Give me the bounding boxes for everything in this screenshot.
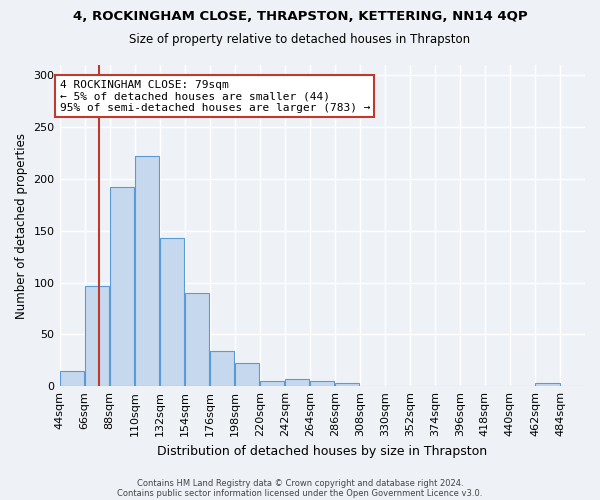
X-axis label: Distribution of detached houses by size in Thrapston: Distribution of detached houses by size … xyxy=(157,444,487,458)
Y-axis label: Number of detached properties: Number of detached properties xyxy=(15,132,28,318)
Text: 4 ROCKINGHAM CLOSE: 79sqm
← 5% of detached houses are smaller (44)
95% of semi-d: 4 ROCKINGHAM CLOSE: 79sqm ← 5% of detach… xyxy=(59,80,370,112)
Text: Size of property relative to detached houses in Thrapston: Size of property relative to detached ho… xyxy=(130,32,470,46)
Bar xyxy=(185,293,209,386)
Bar xyxy=(235,364,259,386)
Text: 4, ROCKINGHAM CLOSE, THRAPSTON, KETTERING, NN14 4QP: 4, ROCKINGHAM CLOSE, THRAPSTON, KETTERIN… xyxy=(73,10,527,23)
Bar xyxy=(85,286,109,386)
Text: Contains HM Land Registry data © Crown copyright and database right 2024.: Contains HM Land Registry data © Crown c… xyxy=(137,478,463,488)
Bar xyxy=(285,379,310,386)
Bar xyxy=(160,238,184,386)
Bar xyxy=(310,381,334,386)
Bar xyxy=(134,156,159,386)
Bar xyxy=(110,188,134,386)
Bar xyxy=(535,383,560,386)
Bar xyxy=(59,370,84,386)
Bar xyxy=(260,381,284,386)
Bar xyxy=(209,351,235,386)
Bar xyxy=(335,383,359,386)
Text: Contains public sector information licensed under the Open Government Licence v3: Contains public sector information licen… xyxy=(118,488,482,498)
